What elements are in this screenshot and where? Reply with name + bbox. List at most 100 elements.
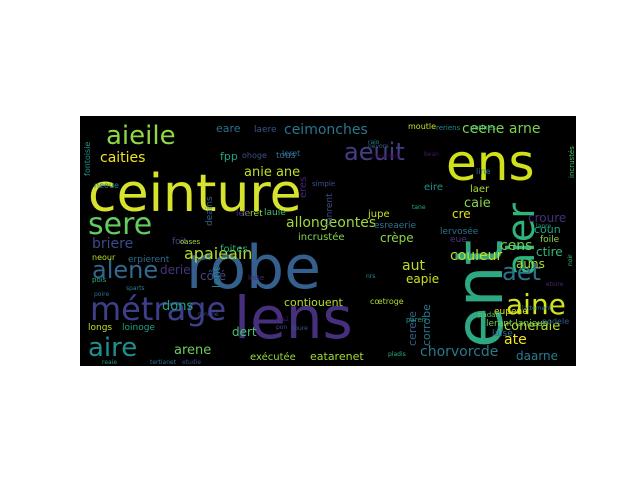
word-48: contiouent <box>284 296 344 309</box>
word-17: apaieain <box>184 244 252 263</box>
word-49: dert <box>232 325 257 339</box>
word-39: caie <box>464 196 491 211</box>
word-86: poire <box>94 291 109 298</box>
word-76: lerant lanieun <box>486 319 549 329</box>
word-44: coun <box>534 223 561 236</box>
word-94: paren <box>406 316 426 324</box>
word-77: laise <box>492 329 513 339</box>
word-14: caities <box>100 150 145 166</box>
word-96: pladis <box>388 351 406 358</box>
word-100: res2 <box>276 316 289 323</box>
word-80: lervosée <box>440 226 479 237</box>
word-52: esreaerie <box>374 221 417 231</box>
word-69: neour <box>92 253 116 262</box>
word-61: foites <box>220 244 248 255</box>
word-26: derie <box>160 263 191 277</box>
word-36: couleur <box>450 248 503 264</box>
word-105: lattement <box>522 305 552 312</box>
word-90: tane <box>412 204 426 211</box>
word-18: allongeontes <box>286 215 376 231</box>
word-65: ohoge <box>242 151 267 160</box>
word-50: lent <box>210 266 223 288</box>
word-3: ent <box>441 240 518 348</box>
word-54: eire <box>424 182 443 193</box>
word-24: briere <box>92 236 133 252</box>
word-89: simple <box>312 180 335 188</box>
word-5: métrage <box>90 290 226 328</box>
word-99: etudie <box>182 359 201 366</box>
word-67: lee <box>236 209 250 219</box>
word-79: nodele <box>542 317 569 326</box>
word-57: eres <box>298 177 309 198</box>
word-102: nrs <box>366 273 375 280</box>
word-64: leret <box>282 149 300 158</box>
word-106: lanre <box>536 223 551 230</box>
word-1: robe <box>186 233 321 303</box>
word-74: incrustés <box>568 146 576 178</box>
word-37: aut <box>402 258 425 274</box>
word-60: deains <box>205 196 215 226</box>
word-91: bean <box>424 151 439 158</box>
word-93: sparts <box>126 285 145 292</box>
word-53: jupe <box>367 209 390 220</box>
word-27: côté <box>200 269 226 283</box>
word-58: tous <box>276 151 296 161</box>
word-45: ctire <box>536 245 563 259</box>
word-4: ens <box>446 134 535 192</box>
word-78: foile <box>540 235 560 245</box>
word-0: ceinture <box>88 164 302 224</box>
word-11: aire <box>88 333 137 363</box>
word-7: sere <box>88 207 152 242</box>
word-55: laer <box>470 184 490 195</box>
word-110: etoire <box>546 281 564 288</box>
word-85: pois <box>92 276 107 284</box>
word-47: corrobe <box>420 304 433 346</box>
word-68: foit <box>172 237 187 247</box>
word-19: cens <box>500 238 532 254</box>
word-70: neoue <box>94 181 119 190</box>
word-107: nevore <box>368 143 389 150</box>
word-cloud-background <box>80 116 576 366</box>
word-72: reriens <box>436 124 461 132</box>
word-2: lens <box>234 284 353 352</box>
word-16: ceene arne <box>462 121 540 137</box>
word-10: alene <box>92 256 158 284</box>
word-92: carnment <box>372 153 401 160</box>
word-15: ceimonches <box>284 122 368 138</box>
word-95: toure <box>292 325 308 332</box>
word-62: lauie <box>264 208 286 218</box>
word-82: cœtroge <box>370 297 404 306</box>
word-98: tertianet <box>150 359 177 366</box>
word-56: line <box>476 167 491 176</box>
word-23: fontoisie <box>83 142 92 176</box>
word-8: aeuit <box>344 138 405 166</box>
word-103: loise <box>248 274 264 282</box>
word-28: dons <box>162 299 193 314</box>
word-97: padan <box>478 311 500 319</box>
word-13: aet <box>502 258 541 286</box>
word-73: potines <box>470 124 496 132</box>
word-32: chorvorcde <box>420 344 498 360</box>
word-43: croure <box>528 211 566 225</box>
word-83: longs <box>88 323 112 333</box>
word-25: erpierent <box>128 255 170 265</box>
word-34: ate <box>504 332 527 348</box>
word-33: daarne <box>516 349 558 363</box>
word-101: pon <box>276 324 287 331</box>
word-84: loinoge <box>122 323 155 333</box>
word-31: eatarenet <box>310 350 364 363</box>
word-6: aieile <box>106 121 176 151</box>
word-cloud: ceinture robe lens ent ens métrage aieile sere a… <box>80 116 576 366</box>
word-46: cerere <box>406 311 419 346</box>
word-21: eare <box>216 122 241 135</box>
word-63: ieret <box>242 209 263 219</box>
word-81: eue <box>450 235 467 245</box>
word-35: coneraie <box>504 319 560 334</box>
word-12: aine <box>506 288 566 321</box>
word-42: eapie <box>406 272 439 286</box>
word-71: moutle <box>408 122 436 131</box>
word-104: ronche <box>198 311 219 318</box>
word-75: eupene <box>494 307 528 317</box>
word-30: exécutée <box>250 351 296 363</box>
